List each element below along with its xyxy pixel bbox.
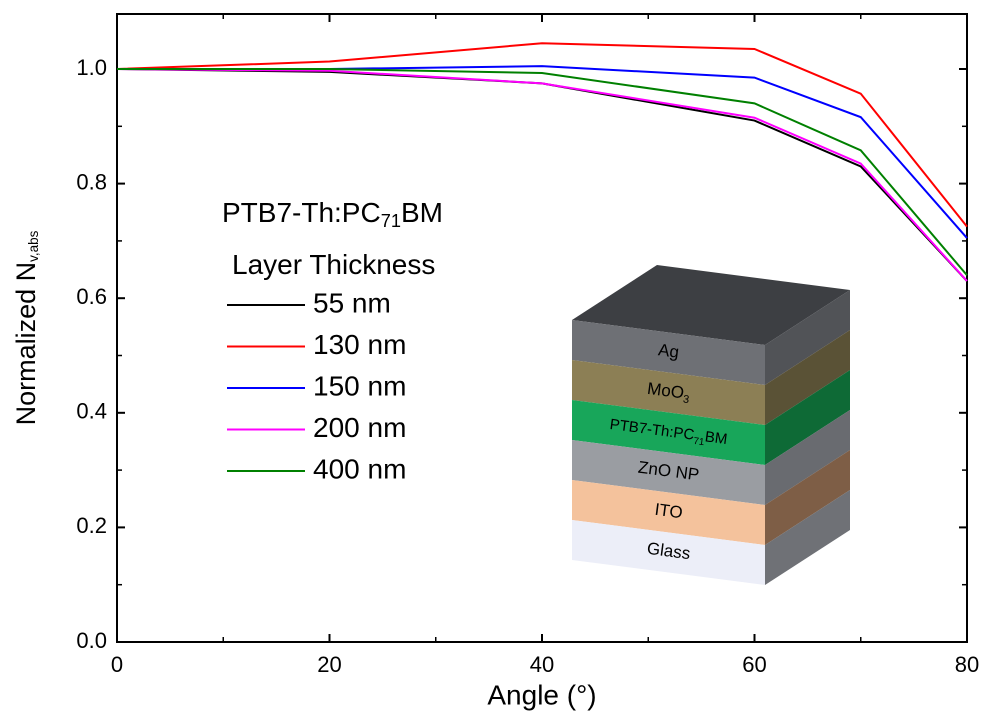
- legend-title-part: BM: [401, 197, 443, 228]
- layer-label-part: MoO: [646, 379, 685, 403]
- legend-label: 400 nm: [313, 453, 406, 484]
- layer-front: [572, 360, 765, 425]
- y-axis-title-main: Normalized N: [11, 262, 41, 426]
- series-line: [116, 68, 968, 282]
- x-tick-label: 20: [317, 652, 341, 677]
- layer-front: [572, 400, 765, 465]
- layer-front: [572, 320, 765, 385]
- y-tick-label: 0.6: [76, 284, 107, 309]
- legend-title-part: Layer Thickness: [232, 249, 435, 280]
- stack-top: [572, 265, 850, 345]
- layer-front: [572, 480, 765, 545]
- layer-label-part: BM: [704, 428, 729, 448]
- layer-side: [765, 330, 850, 425]
- x-tick-label: 60: [742, 652, 766, 677]
- y-tick-label: 0.4: [76, 399, 107, 424]
- layer-label: ITO: [654, 500, 684, 522]
- layer-side: [765, 370, 850, 465]
- legend-label: 150 nm: [313, 370, 406, 401]
- layer-label-part: 3: [682, 393, 690, 406]
- series-line: [116, 42, 968, 228]
- y-tick-label: 0.8: [76, 169, 107, 194]
- y-tick-label: 1.0: [76, 55, 107, 80]
- x-tick-label: 40: [530, 652, 554, 677]
- x-tick-label: 0: [111, 652, 123, 677]
- x-tick-label: 80: [955, 652, 979, 677]
- layer-label: Ag: [657, 341, 680, 363]
- y-axis-title-sub: v,abs: [26, 230, 41, 262]
- legend-title-part: 71: [381, 211, 401, 231]
- layer-label-part: ITO: [654, 500, 684, 522]
- x-axis-title: Angle (°): [487, 679, 596, 710]
- layer-side: [765, 450, 850, 545]
- layer-side: [765, 290, 850, 385]
- y-tick-label: 0.2: [76, 513, 107, 538]
- legend-label: 200 nm: [313, 412, 406, 443]
- layer-side: [765, 410, 850, 505]
- legend-title: Layer Thickness: [232, 249, 435, 280]
- layer-front: [572, 440, 765, 505]
- legend-label: 130 nm: [313, 329, 406, 360]
- series-line: [117, 68, 968, 276]
- legend-title-part: PTB7-Th:PC: [222, 197, 381, 228]
- y-tick-label: 0.0: [76, 628, 107, 653]
- layer-side: [765, 490, 850, 585]
- legend-title: PTB7-Th:PC71BM: [222, 197, 443, 230]
- layer-label-part: 71: [693, 435, 705, 447]
- y-axis-title: Normalized Nv,abs: [11, 230, 41, 425]
- layer-front: [572, 520, 765, 585]
- layer-label: MoO3: [646, 379, 691, 406]
- layer-label-part: Ag: [657, 341, 680, 363]
- legend-label: 55 nm: [313, 287, 391, 318]
